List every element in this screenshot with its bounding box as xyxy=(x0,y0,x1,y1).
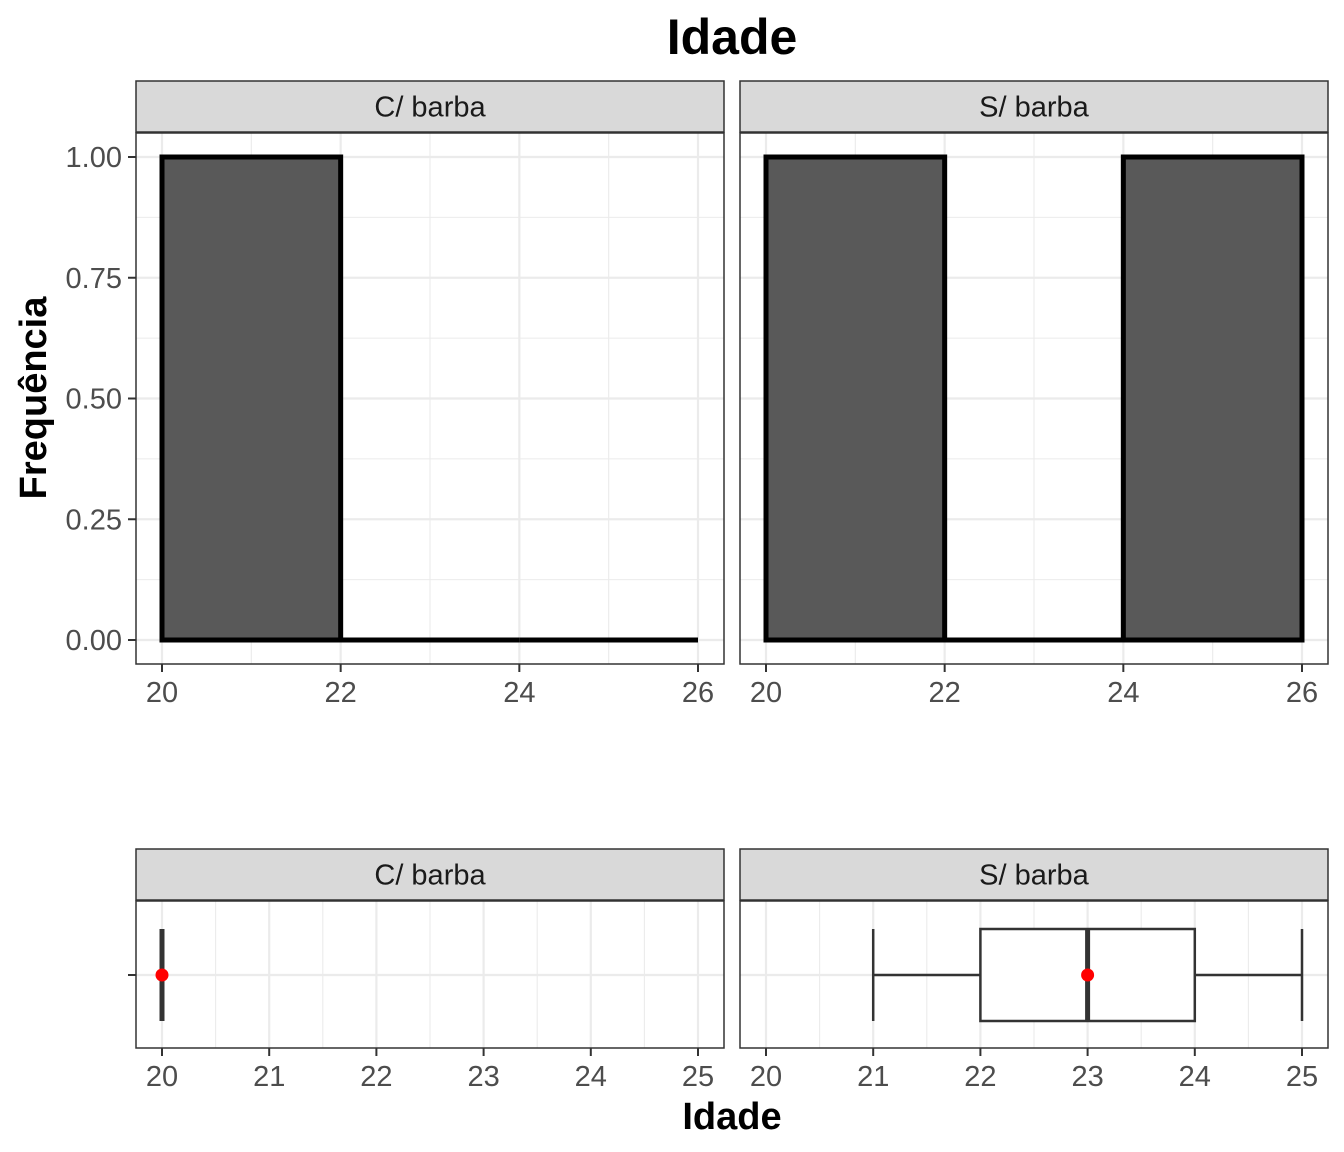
panel-3-strip xyxy=(739,848,1329,901)
panel-2-x-tick-label: 24 xyxy=(575,1061,607,1093)
panel-1-border xyxy=(739,132,1329,665)
panel-2-strip xyxy=(135,848,725,901)
panel-3-x-tick-label: 24 xyxy=(1179,1061,1211,1093)
panel-0-x-tick-label: 26 xyxy=(682,677,714,709)
panel-3-x-tick-label: 25 xyxy=(1286,1061,1318,1093)
panel-2-strip-label: C/ barba xyxy=(374,860,486,892)
panel-0-x-tick-label: 24 xyxy=(503,677,535,709)
panel-2-x-tick-label: 22 xyxy=(360,1061,392,1093)
panel-3-x-tick-label: 20 xyxy=(750,1061,782,1093)
panel-2-x-tick-label: 20 xyxy=(146,1061,178,1093)
panel-0-x-tick-label: 20 xyxy=(146,677,178,709)
panel-1-x-tick-label: 26 xyxy=(1286,677,1318,709)
panel-0-y-tick-label: 0.75 xyxy=(66,263,122,295)
panel-3-x-tick-label: 22 xyxy=(964,1061,996,1093)
panel-0: C/ barba 0.00 0.25 0.50 0.75 1.00 20 22 24 26 xyxy=(66,80,725,709)
panel-1-strip xyxy=(739,80,1329,133)
panel-2-border xyxy=(135,900,725,1049)
panel-0-strip-label: C/ barba xyxy=(374,92,486,124)
panel-2-mean-point xyxy=(155,968,169,982)
panel-0-bar xyxy=(159,154,344,643)
panel-0-border xyxy=(135,132,725,665)
panel-3-x-tick-label: 23 xyxy=(1071,1061,1103,1093)
panel-0-y-tick-label: 0.25 xyxy=(66,504,122,536)
x-axis-title: Idade xyxy=(682,1096,781,1138)
panel-2-x-tick-label: 25 xyxy=(682,1061,714,1093)
chart-title: Idade xyxy=(667,9,798,65)
panel-1-x-tick-label: 22 xyxy=(929,677,961,709)
panel-3-strip-label: S/ barba xyxy=(979,860,1089,892)
panel-1: S/ barba 20 22 24 26 xyxy=(739,80,1329,709)
panel-2-x-tick-label: 21 xyxy=(253,1061,285,1093)
panel-1-bar xyxy=(763,154,948,643)
panel-1-x-tick-label: 24 xyxy=(1107,677,1139,709)
panel-3-mean-point xyxy=(1081,968,1095,982)
panel-3: S/ barba 20 21 22 23 24 25 xyxy=(739,848,1329,1093)
panel-0-y-tick-label: 0.00 xyxy=(66,625,122,657)
panel-2-x-tick-label: 23 xyxy=(467,1061,499,1093)
panel-3-border xyxy=(739,900,1329,1049)
panel-0-y-tick-label: 0.50 xyxy=(66,384,122,416)
panel-1-x-tick-label: 20 xyxy=(750,677,782,709)
panel-0-y-tick-label: 1.00 xyxy=(66,142,122,174)
panel-2: C/ barba 20 21 22 23 24 25 xyxy=(128,848,725,1093)
panel-1-strip-label: S/ barba xyxy=(979,92,1089,124)
panel-0-x-tick-label: 22 xyxy=(325,677,357,709)
panel-3-x-tick-label: 21 xyxy=(857,1061,889,1093)
panel-0-strip xyxy=(135,80,725,133)
panel-1-bar xyxy=(1120,154,1305,643)
y-axis-title: Frequência xyxy=(13,296,55,500)
